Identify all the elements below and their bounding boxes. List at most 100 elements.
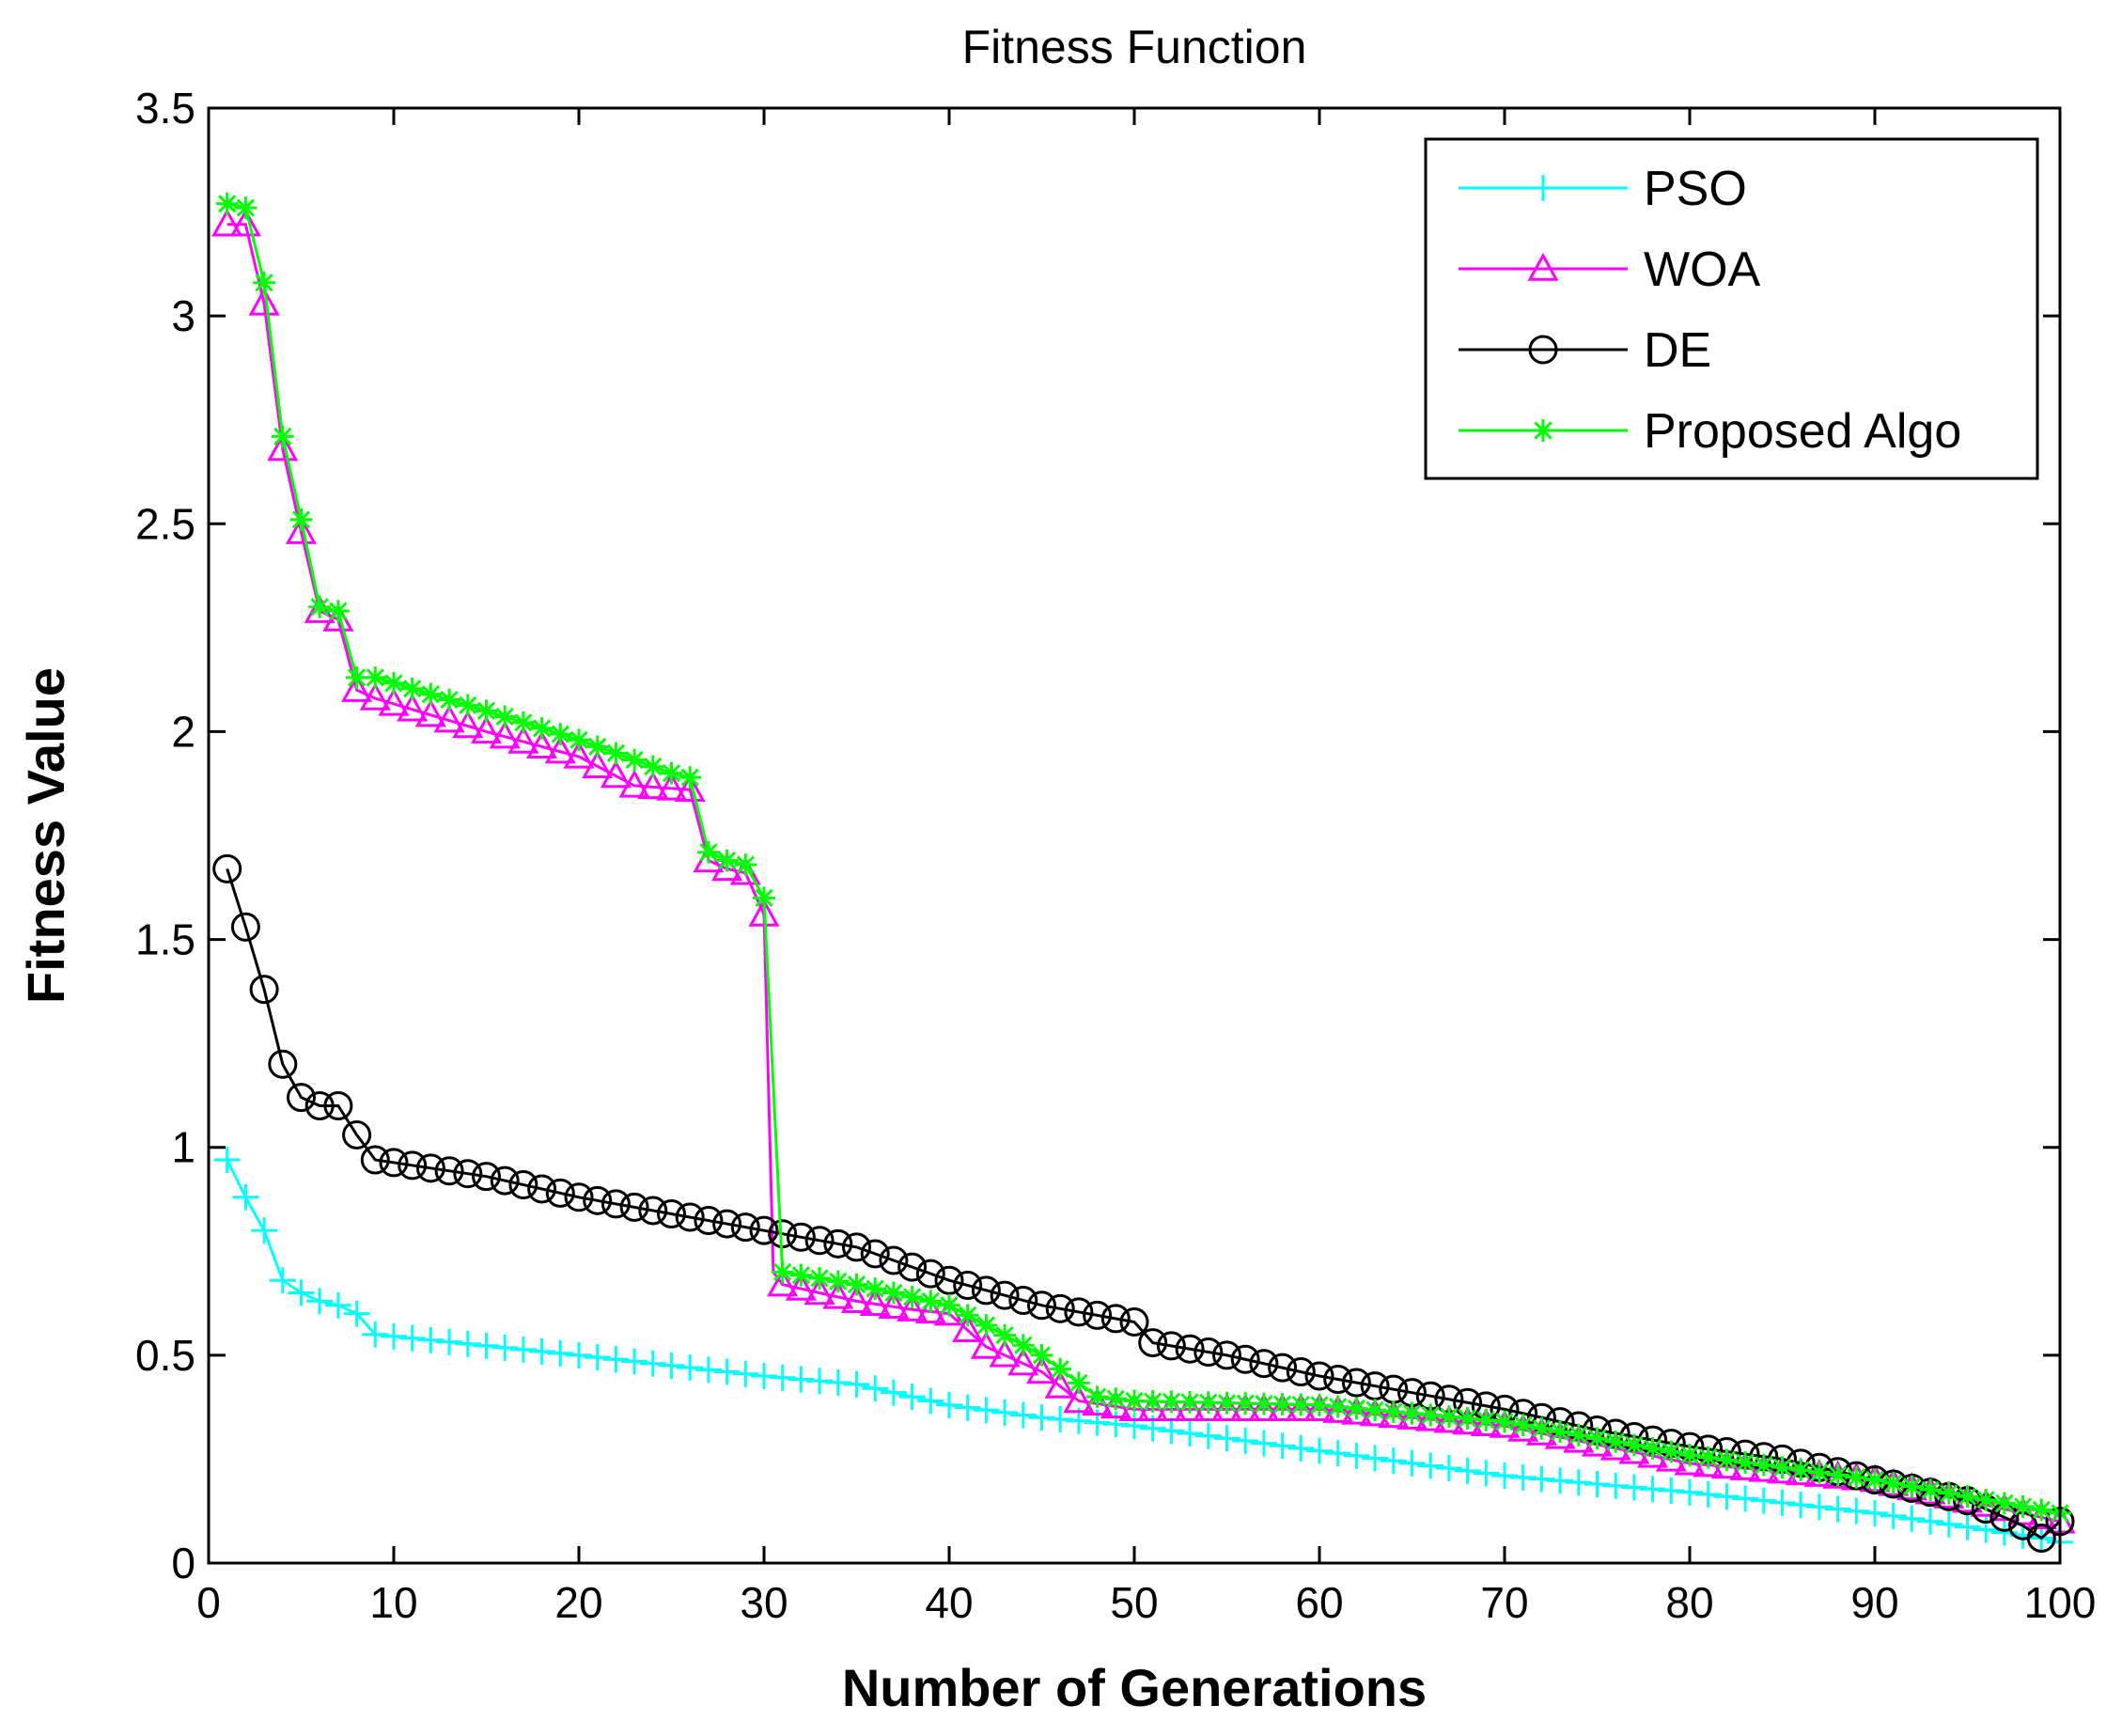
data-point-pso (1787, 1492, 1815, 1519)
series-layer (211, 192, 2076, 1556)
data-point-pso (1547, 1467, 1574, 1494)
data-point-de (583, 1185, 613, 1215)
data-point-woa (267, 432, 299, 461)
legend-label: PSO (1644, 162, 1747, 216)
data-point-proposed-algo (1123, 1389, 1146, 1413)
axis-ticks: 0 10 20 30 40 50 60 70 80 90 100 0 0.5 1 1.5 2 2.5 3 3.5 (135, 84, 2096, 1627)
data-point-pso (1362, 1445, 1389, 1472)
data-point-woa (878, 1290, 910, 1319)
data-point-proposed-algo (475, 699, 498, 723)
data-point-pso (1584, 1470, 1611, 1497)
data-point-proposed-algo (734, 853, 757, 876)
data-point-pso (1009, 1401, 1037, 1429)
data-point-woa (489, 720, 521, 749)
data-point-woa (414, 698, 446, 727)
data-point-woa (341, 674, 373, 702)
data-point-proposed-algo (1864, 1468, 1886, 1492)
data-point-proposed-algo (1974, 1488, 1998, 1511)
data-point-de (1268, 1353, 1298, 1383)
data-point-proposed-algo (438, 688, 460, 712)
y-tick-label: 0 (171, 1539, 195, 1587)
data-point-woa (1470, 1408, 1502, 1436)
data-point-pso (454, 1330, 481, 1357)
y-tick-label: 3.5 (135, 84, 195, 133)
data-point-pso (1602, 1472, 1630, 1499)
data-point-pso (751, 1362, 777, 1389)
data-point-woa (600, 759, 632, 789)
data-point-woa (989, 1338, 1021, 1368)
data-point-woa (822, 1280, 854, 1309)
data-point-pso (991, 1399, 1019, 1426)
data-point-proposed-algo (826, 1270, 850, 1293)
data-point-proposed-algo (1419, 1403, 1443, 1427)
data-point-woa (1378, 1400, 1410, 1429)
data-point-proposed-algo (641, 755, 664, 778)
x-tick-label: 80 (1665, 1578, 1713, 1627)
data-point-proposed-algo (327, 600, 350, 623)
data-point-proposed-algo (1956, 1485, 1979, 1509)
data-point-de (1286, 1357, 1316, 1387)
data-point-proposed-algo (1474, 1408, 1498, 1431)
data-point-woa (526, 730, 558, 759)
data-point-woa (1489, 1409, 1521, 1438)
data-point-pso (251, 1217, 278, 1244)
data-point-proposed-algo (568, 728, 590, 752)
data-point-pso (343, 1300, 370, 1327)
data-point-proposed-algo (1456, 1407, 1479, 1430)
data-point-proposed-algo (679, 766, 702, 789)
data-point-pso (769, 1364, 796, 1391)
data-point-woa (470, 715, 503, 744)
series-line-de (226, 868, 2062, 1541)
data-point-de (434, 1156, 464, 1186)
data-point-pso (621, 1348, 648, 1375)
data-point-woa (1322, 1395, 1354, 1423)
data-point-de (360, 1145, 390, 1175)
data-point-proposed-algo (660, 761, 683, 785)
data-point-woa (433, 704, 465, 733)
data-point-woa (1025, 1355, 1058, 1384)
data-point-proposed-algo (1104, 1387, 1128, 1411)
legend-marker (1532, 419, 1554, 442)
data-point-de (1119, 1306, 1149, 1337)
data-point-woa (1544, 1420, 1576, 1449)
data-point-proposed-algo (1215, 1391, 1239, 1415)
data-point-de (1175, 1334, 1205, 1364)
data-point-woa (1433, 1404, 1465, 1433)
data-point-proposed-algo (1715, 1448, 1739, 1472)
data-point-woa (674, 774, 706, 803)
data-point-de (398, 1150, 428, 1181)
data-point-woa (1303, 1393, 1335, 1422)
data-point-de (1194, 1337, 1224, 1368)
data-point-de (249, 975, 279, 1005)
data-point-woa (767, 1268, 799, 1297)
data-point-woa (637, 771, 669, 800)
data-point-proposed-algo (1808, 1461, 1831, 1484)
data-point-pso (1880, 1502, 1907, 1529)
data-point-proposed-algo (1567, 1423, 1590, 1447)
data-point-pso (1620, 1474, 1647, 1501)
data-point-proposed-algo (456, 694, 479, 717)
data-point-pso (1454, 1457, 1481, 1484)
y-tick-label: 2.5 (135, 499, 195, 548)
data-point-de (619, 1192, 649, 1222)
data-point-woa (582, 750, 614, 778)
x-tick-label: 0 (196, 1578, 221, 1627)
data-point-pso (898, 1384, 926, 1411)
data-point-proposed-algo (789, 1263, 813, 1287)
data-point-de (1212, 1340, 1241, 1370)
data-point-de (415, 1153, 445, 1183)
data-point-pso (1287, 1434, 1315, 1462)
data-point-pso (1528, 1465, 1555, 1493)
data-point-pso (1380, 1447, 1407, 1475)
data-point-de (508, 1170, 538, 1200)
data-point-woa (1507, 1413, 1539, 1442)
data-point-proposed-algo (1011, 1334, 1035, 1357)
data-point-pso (1750, 1487, 1777, 1514)
data-point-pso (1435, 1455, 1462, 1482)
data-point-woa (1044, 1369, 1076, 1399)
data-point-proposed-algo (585, 735, 609, 759)
data-point-pso (824, 1369, 851, 1397)
data-point-de (490, 1165, 520, 1196)
